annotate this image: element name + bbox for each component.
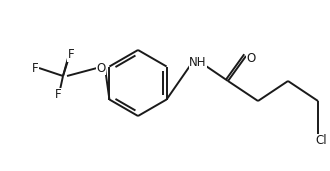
Text: F: F	[55, 89, 61, 102]
Text: O: O	[247, 51, 256, 64]
Text: Cl: Cl	[315, 135, 327, 148]
Text: O: O	[96, 62, 106, 75]
Text: NH: NH	[189, 56, 207, 69]
Text: F: F	[68, 49, 74, 62]
Text: F: F	[32, 62, 38, 75]
